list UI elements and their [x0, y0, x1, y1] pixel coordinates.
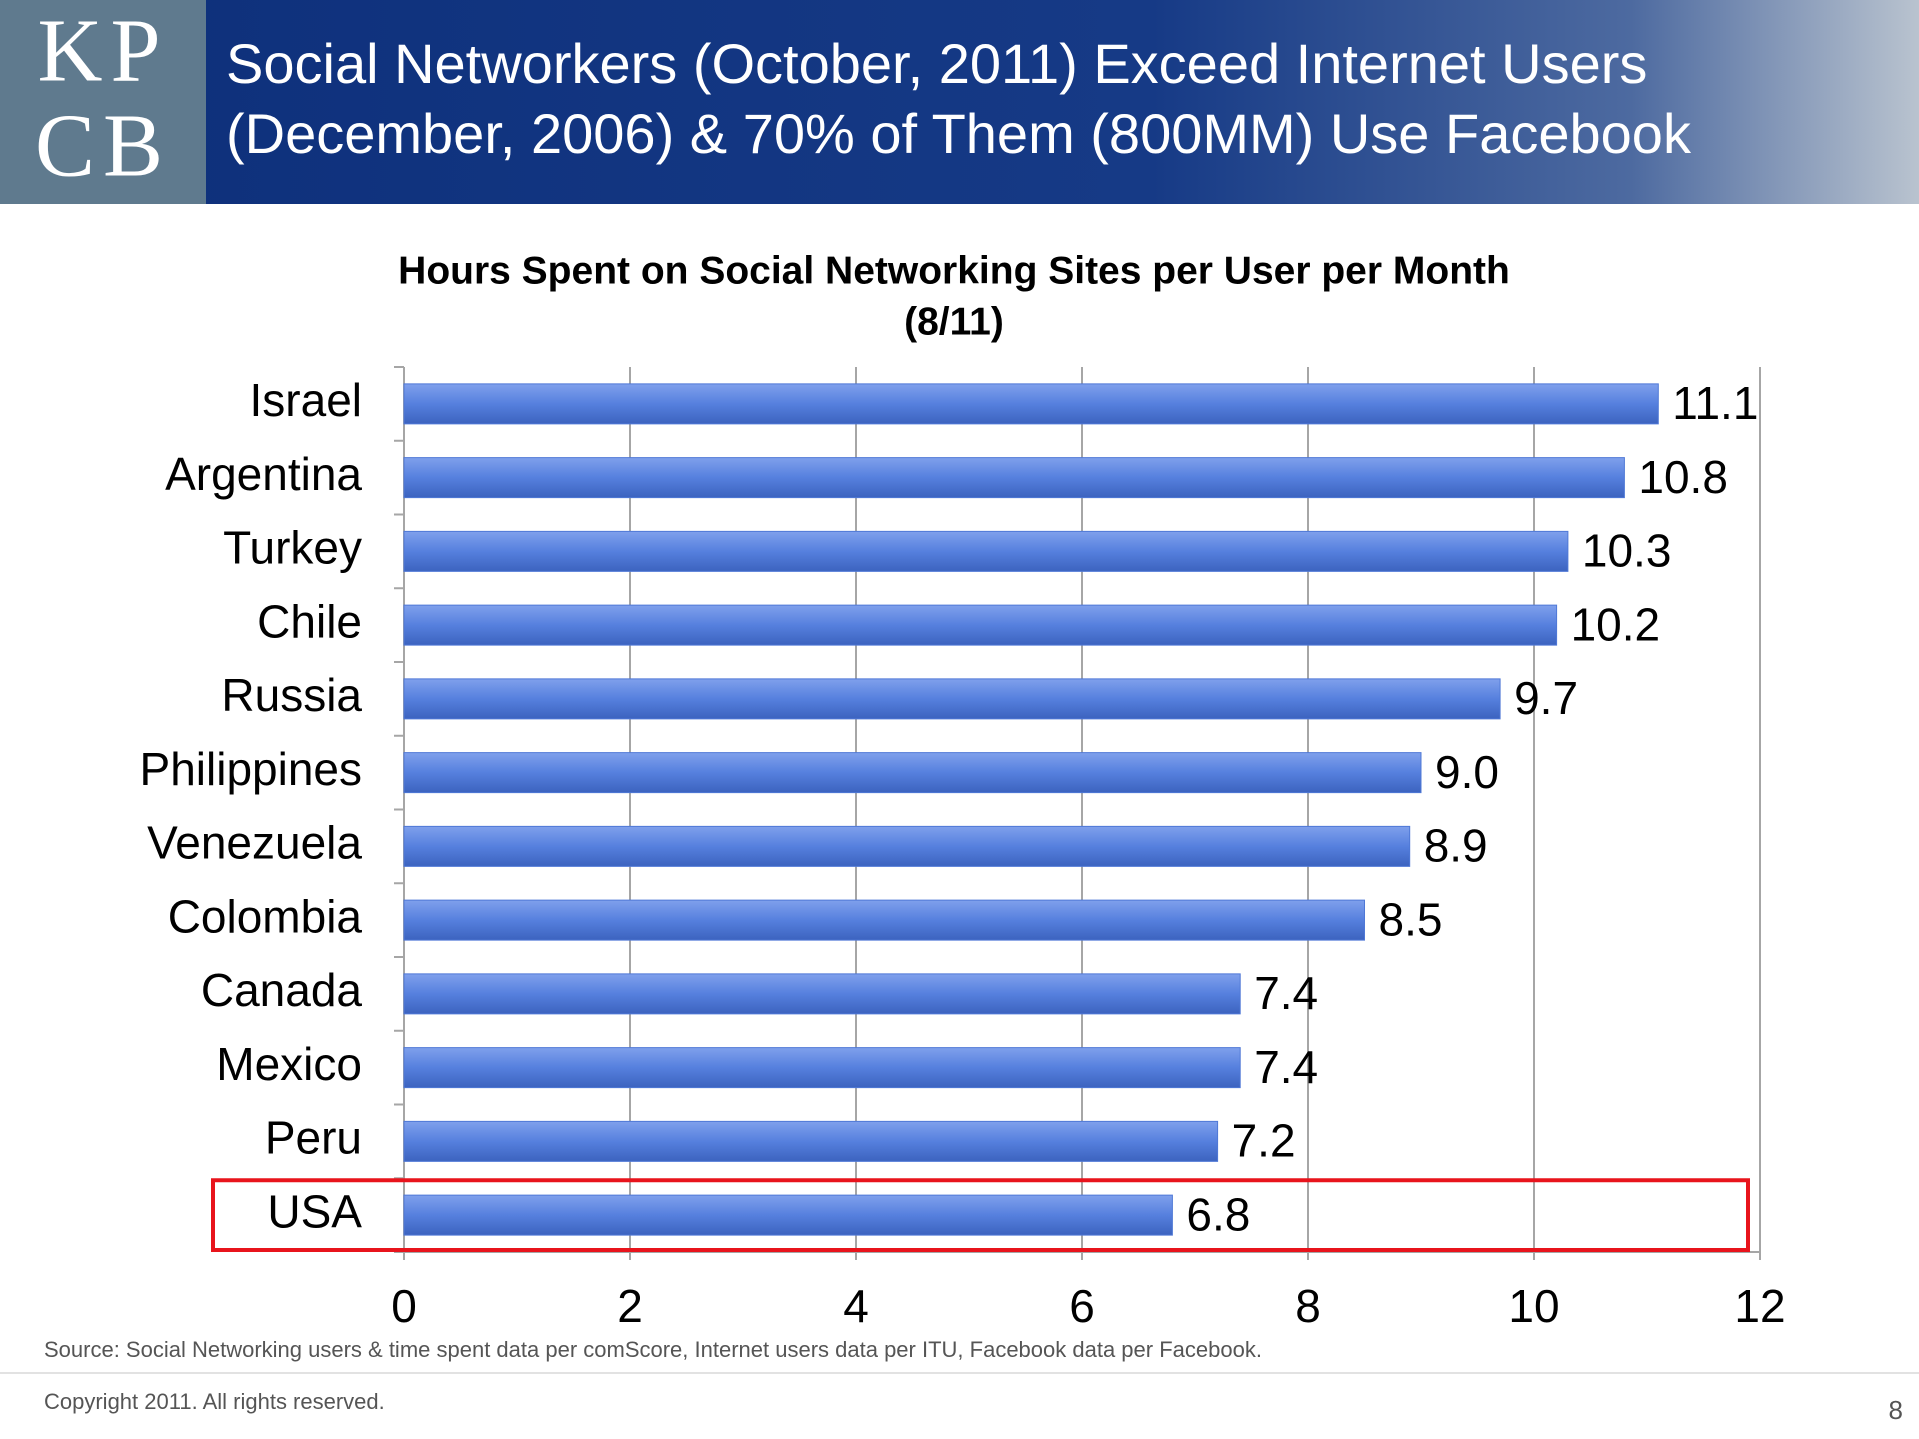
logo-box [0, 0, 206, 204]
bar [403, 973, 1241, 1015]
page-number: 8 [1889, 1395, 1903, 1425]
slide-title: (December, 2006) & 70% of Them (800MM) U… [226, 102, 1692, 165]
bar [403, 604, 1558, 646]
x-tick-label: 8 [1295, 1280, 1321, 1332]
source-note: Source: Social Networking users & time s… [44, 1337, 1262, 1362]
bar [403, 1194, 1173, 1236]
y-tick-label: Philippines [140, 743, 362, 795]
y-tick-label: Peru [265, 1112, 362, 1164]
header-band [0, 0, 1919, 204]
value-label: 7.4 [1254, 967, 1318, 1019]
value-label: 9.7 [1514, 672, 1578, 724]
value-label: 9.0 [1435, 746, 1499, 798]
bar [403, 752, 1422, 794]
highlight-box [211, 1178, 1750, 1252]
x-tick-label: 4 [843, 1280, 869, 1332]
bar [403, 530, 1569, 572]
copyright: Copyright 2011. All rights reserved. [44, 1389, 385, 1414]
value-label: 8.9 [1424, 820, 1488, 872]
x-tick-label: 0 [391, 1280, 417, 1332]
value-label: 6.8 [1186, 1188, 1250, 1240]
bar [403, 457, 1625, 499]
value-label: 11.1 [1672, 377, 1758, 429]
slide-title: Social Networkers (October, 2011) Exceed… [226, 32, 1647, 95]
y-tick-label: Chile [257, 595, 362, 647]
y-tick-label: USA [267, 1185, 362, 1237]
bar [403, 1120, 1219, 1162]
y-tick-label: Colombia [168, 890, 363, 942]
bar [403, 899, 1365, 941]
chart-subtitle: (8/11) [904, 300, 1004, 343]
y-tick-label: Israel [250, 374, 362, 426]
y-tick-label: Turkey [223, 522, 362, 574]
y-tick-label: Venezuela [147, 817, 362, 869]
x-tick-label: 2 [617, 1280, 643, 1332]
y-tick-label: Mexico [216, 1038, 362, 1090]
value-label: 10.3 [1582, 525, 1672, 577]
bar [403, 383, 1659, 425]
chart-title: Hours Spent on Social Networking Sites p… [398, 249, 1510, 292]
logo-line: KP [37, 2, 168, 101]
bar [403, 825, 1411, 867]
y-tick-label: Canada [201, 964, 363, 1016]
value-label: 8.5 [1379, 893, 1443, 945]
bar [403, 678, 1501, 720]
x-tick-label: 6 [1069, 1280, 1095, 1332]
value-label: 10.8 [1638, 451, 1728, 503]
y-tick-label: Russia [221, 669, 362, 721]
y-tick-label: Argentina [165, 448, 362, 500]
value-label: 7.2 [1232, 1115, 1296, 1167]
bar [403, 1047, 1241, 1089]
logo-line: CB [35, 97, 171, 196]
value-label: 10.2 [1571, 598, 1661, 650]
value-label: 7.4 [1254, 1041, 1318, 1093]
x-tick-label: 12 [1734, 1280, 1785, 1332]
x-tick-label: 10 [1508, 1280, 1559, 1332]
